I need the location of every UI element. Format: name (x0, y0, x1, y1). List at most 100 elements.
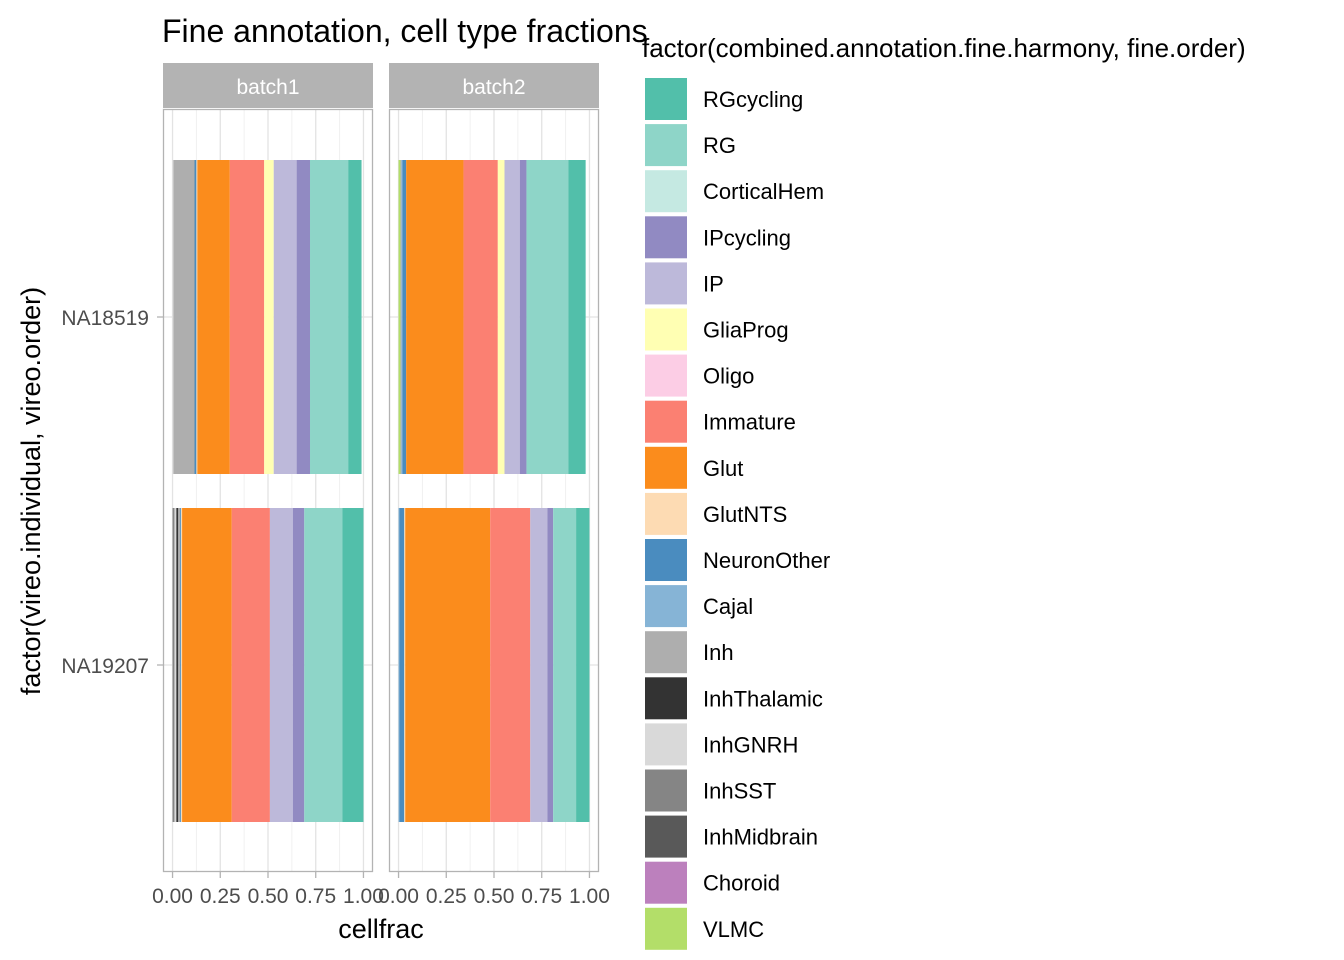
x-tick-label: 0.50 (474, 885, 515, 908)
bar-segment-GliaProg (264, 160, 274, 474)
bar-segment-InhGNRH (174, 508, 177, 822)
legend-item-RG: RG (644, 123, 736, 168)
x-tick-label: 0.25 (200, 885, 241, 908)
legend-item-InhSST: InhSST (644, 768, 776, 813)
legend-label: GlutNTS (703, 502, 787, 527)
y-axis: NA18519 NA19207 (61, 307, 163, 678)
legend-item-VLMC: VLMC (644, 906, 764, 951)
legend-swatch (645, 124, 687, 167)
bar-segment-IPcycling (547, 508, 554, 822)
legend-item-InhGNRH: InhGNRH (644, 722, 798, 767)
bar-segment-GlutNTS (196, 160, 198, 474)
bar-segment-Glut (197, 160, 230, 474)
legend: RGcycling RG CorticalHem IPcycling IP GliaPro… (644, 77, 830, 951)
legend-swatch (645, 723, 687, 766)
legend-swatch (645, 631, 687, 674)
facet-strip (389, 63, 599, 108)
bar-segment-NeuronOther (402, 160, 407, 474)
x-axis: 0.00 0.25 0.50 0.75 1.000.00 0.25 0.50 0.75 1.00 (152, 872, 610, 908)
legend-label: VLMC (703, 917, 764, 942)
legend-title: factor(combined.annotation.fine.harmony,… (642, 33, 1246, 63)
legend-item-Cajal: Cajal (644, 584, 753, 629)
bar-segment-RGcycling (576, 508, 590, 822)
legend-label: Glut (703, 456, 743, 481)
bar-batch2-NA19207 (398, 508, 590, 822)
bar-segment-Immature (231, 508, 270, 822)
bar-segment-Inh (400, 160, 402, 474)
legend-label: RG (703, 133, 736, 158)
bar-segment-Cajal (401, 160, 403, 474)
legend-swatch (645, 861, 687, 904)
bar-segment-NeuronOther (194, 160, 197, 474)
legend-label: Choroid (703, 871, 780, 896)
legend-item-IPcycling: IPcycling (644, 215, 791, 260)
legend-label: GliaProg (703, 318, 789, 343)
bar-segment-IPcycling (296, 160, 310, 474)
legend-swatch (645, 216, 687, 259)
x-tick-label: 0.00 (152, 885, 193, 908)
bar-segment-Glut (406, 160, 464, 474)
bar-segment-InhSST (172, 508, 175, 822)
x-axis-title: cellfrac (338, 914, 424, 944)
legend-label: RGcycling (703, 87, 803, 112)
bar-segment-InhGNRH (172, 160, 174, 474)
legend-item-InhMidbrain: InhMidbrain (644, 814, 818, 859)
legend-item-IP: IP (644, 261, 724, 306)
bar-segment-GliaProg (497, 160, 505, 474)
bar-segment-InhThalamic (176, 508, 179, 822)
bar-segment-Glut (405, 508, 491, 822)
bar-segment-IP (530, 508, 548, 822)
legend-item-RGcycling: RGcycling (644, 77, 803, 121)
chart-title: Fine annotation, cell type fractions (162, 13, 648, 49)
legend-item-NeuronOther: NeuronOther (644, 538, 830, 582)
bar-segment-IPcycling (519, 160, 527, 474)
legend-swatch (645, 492, 687, 535)
bar-segment-GlutNTS (404, 508, 406, 822)
bar-batch1-NA18519 (172, 160, 362, 474)
x-tick-label: 0.00 (378, 885, 419, 908)
bar-segment-RG (304, 508, 343, 822)
bar-segment-Inh (173, 160, 195, 474)
x-tick-label: 0.75 (295, 885, 336, 908)
legend-item-Inh: Inh (644, 630, 734, 675)
legend-swatch (645, 907, 687, 950)
bar-segment-RG (310, 160, 349, 474)
panel-border (162, 108, 374, 873)
legend-label: Inh (703, 640, 734, 665)
legend-item-Choroid: Choroid (644, 860, 780, 905)
x-tick-label: 0.75 (521, 885, 562, 908)
bar-segment-Immature (463, 160, 498, 474)
legend-item-InhThalamic: InhThalamic (644, 676, 823, 721)
legend-label: CorticalHem (703, 179, 824, 204)
bar-segment-IP (504, 160, 520, 474)
x-tick-label: 0.25 (426, 885, 467, 908)
legend-label: Cajal (703, 594, 753, 619)
bar-segment-Immature (490, 508, 531, 822)
legend-swatch (645, 400, 687, 443)
facet-label: batch1 (236, 76, 299, 99)
bar-segment-IPcycling (292, 508, 305, 822)
bar-segment-Immature (229, 160, 265, 474)
legend-label: IPcycling (703, 225, 791, 250)
y-tick-label: NA18519 (61, 307, 149, 330)
bar-segment-IP (269, 508, 293, 822)
y-axis-title: factor(vireo.individual, vireo.order) (16, 287, 46, 695)
legend-item-Immature: Immature (644, 399, 796, 444)
bar-segment-RG (553, 508, 577, 822)
bar-segment-RGcycling (342, 508, 364, 822)
legend-label: IP (703, 271, 724, 296)
x-tick-label: 0.50 (248, 885, 289, 908)
legend-item-GliaProg: GliaProg (644, 307, 789, 352)
facet-strip (163, 63, 373, 108)
legend-label: InhSST (703, 779, 776, 804)
facet-panel-batch2: batch2 (388, 63, 600, 873)
bar-segment-RG (526, 160, 569, 474)
bar-batch2-NA18519 (398, 160, 586, 474)
legend-swatch (645, 769, 687, 812)
legend-swatch (645, 585, 687, 628)
bar-segment-NeuronOther (399, 508, 405, 822)
legend-swatch (645, 308, 687, 351)
legend-label: Oligo (703, 364, 754, 389)
y-tick-label: NA19207 (61, 655, 149, 678)
